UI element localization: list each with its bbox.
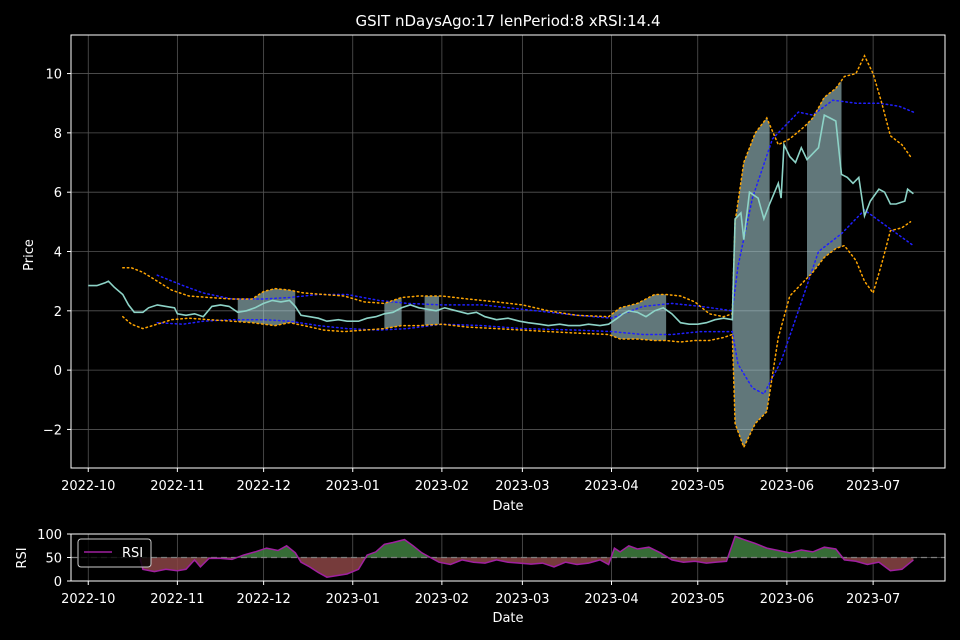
rsi-lines: [71, 535, 945, 578]
price-x-tick-label: 2023-07: [846, 479, 900, 494]
rsi-line: [139, 535, 914, 578]
rsi-x-tick-label: 2022-11: [150, 592, 204, 607]
rsi-x-tick-label: 2022-12: [236, 592, 290, 607]
price-y-tick-label: 0: [54, 364, 62, 379]
price-panel: 2022-10 2022-11 2022-12 2023-01 2023-02 2023-…: [22, 34, 946, 514]
rsi-x-tick-label: 2023-02: [415, 592, 469, 607]
rsi-x-ticks: 2022-10 2022-11 2022-12 2023-01 2023-02 2023-…: [61, 581, 900, 607]
price-grid: [71, 35, 945, 468]
rsi-x-tick-label: 2023-01: [326, 592, 380, 607]
series-line-lower-band: [122, 221, 912, 450]
price-y-tick-label: 6: [54, 186, 62, 201]
rsi-legend: RSI: [77, 538, 152, 568]
price-x-tick-label: 2023-06: [760, 479, 814, 494]
price-x-tick-label: 2023-02: [415, 479, 469, 494]
rsi-y-ticks: 0 50 100: [37, 528, 71, 590]
price-y-tick-label: −2: [43, 423, 62, 438]
rsi-x-tick-label: 2023-07: [846, 592, 900, 607]
price-y-tick-label: 2: [54, 305, 62, 320]
rsi-x-tick-label: 2022-10: [61, 592, 115, 607]
rsi-x-tick-label: 2023-06: [760, 592, 814, 607]
price-x-tick-label: 2023-03: [495, 479, 549, 494]
rsi-x-tick-label: 2023-03: [495, 592, 549, 607]
rsi-y-axis-label: RSI: [15, 547, 30, 568]
chart-title: GSIT nDaysAgo:17 lenPeriod:8 xRSI:14.4: [355, 12, 660, 30]
rsi-x-tick-label: 2023-05: [671, 592, 725, 607]
series-line-outer-lower: [156, 209, 915, 395]
series-line-upper-band: [122, 54, 912, 318]
band-fill-region: [807, 80, 842, 279]
price-y-tick-label: 4: [54, 246, 62, 261]
legend-label-rsi: RSI: [122, 546, 143, 561]
price-x-axis-label: Date: [492, 499, 523, 514]
series-line-price: [88, 113, 914, 327]
rsi-y-tick-label: 50: [45, 552, 62, 567]
band-fill-region: [611, 294, 667, 341]
legend-box: [77, 538, 152, 568]
price-x-ticks: 2022-10 2022-11 2022-12 2023-01 2023-02 2023-…: [61, 468, 900, 494]
rsi-fills: [140, 536, 914, 578]
price-y-ticks: −2 0 2 4 6 8 10: [43, 68, 71, 438]
rsi-panel: 2022-10 2022-11 2022-12 2023-01 2023-02 2023-…: [15, 528, 946, 626]
price-x-tick-label: 2022-12: [236, 479, 290, 494]
rsi-x-axis-label: Date: [492, 611, 523, 626]
price-y-tick-label: 8: [54, 127, 62, 142]
price-y-axis-label: Price: [22, 239, 37, 271]
band-fill-region: [732, 118, 770, 448]
rsi-fill-below: [140, 557, 914, 578]
rsi-y-tick-label: 100: [37, 528, 62, 543]
price-lines: [88, 54, 915, 450]
price-x-tick-label: 2023-01: [326, 479, 380, 494]
rsi-x-tick-label: 2023-04: [584, 592, 638, 607]
price-x-tick-label: 2023-05: [671, 479, 725, 494]
price-x-tick-label: 2023-04: [584, 479, 638, 494]
price-y-tick-label: 10: [45, 68, 62, 83]
rsi-y-tick-label: 0: [54, 575, 62, 590]
price-x-tick-label: 2022-10: [61, 479, 115, 494]
rsi-fill-above: [140, 536, 914, 558]
price-x-tick-label: 2022-11: [150, 479, 204, 494]
series-line-outer-upper: [156, 99, 915, 319]
